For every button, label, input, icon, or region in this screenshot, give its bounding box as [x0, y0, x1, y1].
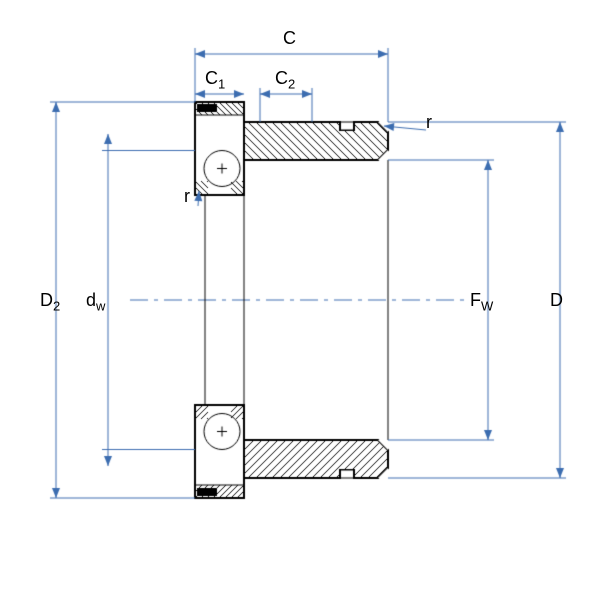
dim-label-r-top: r: [426, 112, 432, 133]
dim-label-D: D: [550, 290, 563, 311]
dim-label-C2: C2: [275, 68, 295, 92]
dim-label-Fw: FW: [470, 290, 493, 314]
dim-label-r-left: r: [184, 186, 190, 207]
dim-label-C: C: [283, 28, 296, 49]
dim-label-C1: C1: [205, 68, 225, 92]
dim-label-D2: D2: [40, 290, 60, 314]
dim-label-dw: dw: [86, 290, 105, 314]
